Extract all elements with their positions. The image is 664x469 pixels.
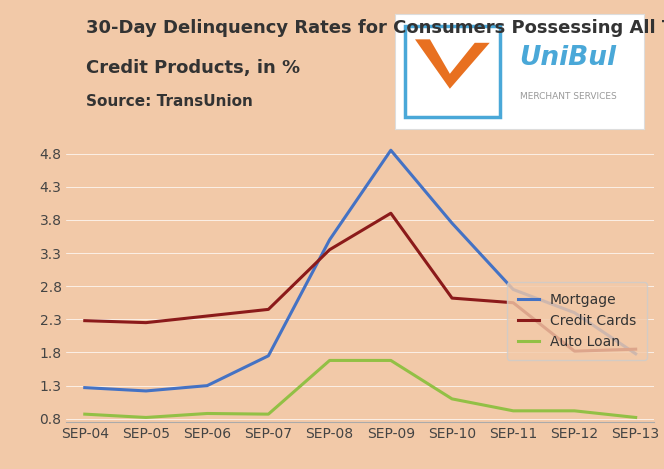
Credit Cards bbox=[264, 307, 272, 312]
Credit Cards bbox=[81, 318, 89, 324]
Credit Cards bbox=[631, 346, 639, 352]
Auto Loan bbox=[81, 411, 89, 417]
Mortgage bbox=[325, 237, 333, 242]
Auto Loan bbox=[448, 396, 456, 402]
Credit Cards bbox=[387, 211, 395, 216]
Legend: Mortgage, Credit Cards, Auto Loan: Mortgage, Credit Cards, Auto Loan bbox=[507, 282, 647, 360]
Polygon shape bbox=[415, 39, 489, 89]
Text: Credit Products, in %: Credit Products, in % bbox=[86, 59, 300, 76]
Mortgage bbox=[387, 147, 395, 153]
Mortgage bbox=[631, 351, 639, 356]
Text: UniBul: UniBul bbox=[519, 45, 617, 71]
Auto Loan bbox=[264, 411, 272, 417]
Credit Cards bbox=[570, 348, 578, 354]
Credit Cards bbox=[448, 295, 456, 301]
Auto Loan bbox=[387, 358, 395, 363]
FancyBboxPatch shape bbox=[405, 26, 499, 118]
Mortgage bbox=[448, 220, 456, 226]
Mortgage bbox=[570, 310, 578, 316]
Text: MERCHANT SERVICES: MERCHANT SERVICES bbox=[519, 92, 616, 101]
Credit Cards bbox=[142, 320, 150, 325]
Mortgage bbox=[142, 388, 150, 394]
Mortgage bbox=[264, 353, 272, 359]
Auto Loan bbox=[142, 415, 150, 420]
Mortgage bbox=[81, 385, 89, 390]
Credit Cards bbox=[203, 313, 211, 319]
Auto Loan bbox=[509, 408, 517, 414]
Text: Source: TransUnion: Source: TransUnion bbox=[86, 94, 253, 109]
Line: Credit Cards: Credit Cards bbox=[85, 213, 635, 351]
Auto Loan bbox=[203, 411, 211, 416]
Credit Cards bbox=[509, 300, 517, 306]
Line: Mortgage: Mortgage bbox=[85, 150, 635, 391]
Credit Cards bbox=[325, 247, 333, 252]
Mortgage bbox=[509, 287, 517, 292]
Auto Loan bbox=[325, 358, 333, 363]
Auto Loan bbox=[631, 415, 639, 420]
Text: 30-Day Delinquency Rates for Consumers Possessing All Three: 30-Day Delinquency Rates for Consumers P… bbox=[86, 19, 664, 37]
Auto Loan bbox=[570, 408, 578, 414]
Mortgage bbox=[203, 383, 211, 388]
Line: Auto Loan: Auto Loan bbox=[85, 361, 635, 417]
